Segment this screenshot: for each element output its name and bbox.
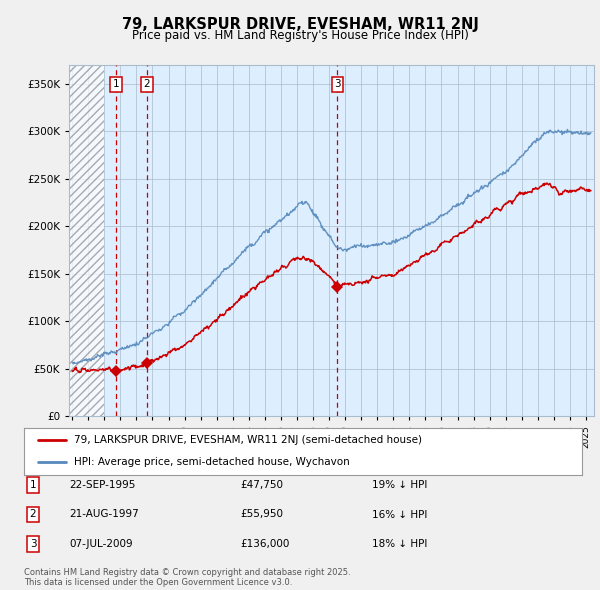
Text: 79, LARKSPUR DRIVE, EVESHAM, WR11 2NJ: 79, LARKSPUR DRIVE, EVESHAM, WR11 2NJ [122, 17, 478, 31]
Text: £136,000: £136,000 [240, 539, 289, 549]
Bar [69, 65, 104, 416]
Text: 2: 2 [143, 79, 150, 89]
Text: 18% ↓ HPI: 18% ↓ HPI [372, 539, 427, 549]
Text: 22-SEP-1995: 22-SEP-1995 [69, 480, 136, 490]
Text: 3: 3 [334, 79, 341, 89]
Text: 2: 2 [29, 510, 37, 519]
Text: Contains HM Land Registry data © Crown copyright and database right 2025.
This d: Contains HM Land Registry data © Crown c… [24, 568, 350, 587]
Text: 16% ↓ HPI: 16% ↓ HPI [372, 510, 427, 519]
Text: 3: 3 [29, 539, 37, 549]
Text: Price paid vs. HM Land Registry's House Price Index (HPI): Price paid vs. HM Land Registry's House … [131, 30, 469, 42]
Text: 19% ↓ HPI: 19% ↓ HPI [372, 480, 427, 490]
Text: HPI: Average price, semi-detached house, Wychavon: HPI: Average price, semi-detached house,… [74, 457, 350, 467]
Text: 21-AUG-1997: 21-AUG-1997 [69, 510, 139, 519]
Text: £47,750: £47,750 [240, 480, 283, 490]
Text: 07-JUL-2009: 07-JUL-2009 [69, 539, 133, 549]
Text: £55,950: £55,950 [240, 510, 283, 519]
Text: 1: 1 [29, 480, 37, 490]
Text: 79, LARKSPUR DRIVE, EVESHAM, WR11 2NJ (semi-detached house): 79, LARKSPUR DRIVE, EVESHAM, WR11 2NJ (s… [74, 435, 422, 445]
Text: 1: 1 [113, 79, 119, 89]
